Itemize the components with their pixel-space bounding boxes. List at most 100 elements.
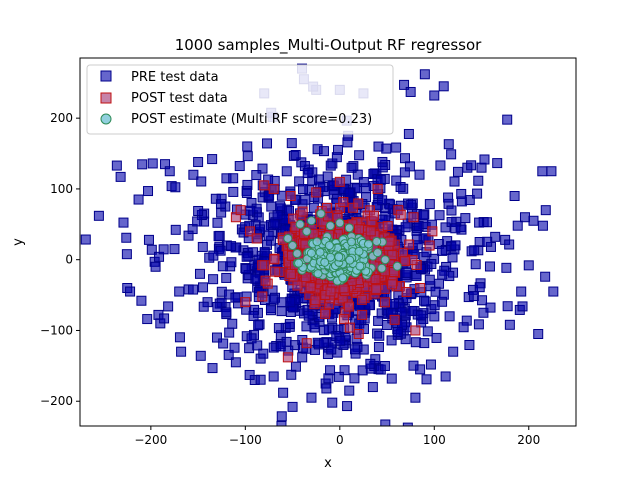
post-test-point — [310, 295, 321, 306]
pre-test-point — [352, 169, 363, 180]
pre-test-point — [265, 305, 276, 316]
pre-test-point — [227, 318, 238, 329]
pre-test-point — [479, 154, 490, 165]
post-estimate-point — [283, 233, 293, 243]
pre-test-point — [430, 286, 441, 297]
pre-test-point — [257, 163, 268, 174]
pre-test-point — [234, 161, 245, 172]
pre-test-point — [281, 166, 292, 177]
pre-test-point — [192, 216, 203, 227]
pre-test-point — [253, 212, 264, 223]
pre-test-point — [262, 138, 273, 149]
pre-test-point — [326, 344, 337, 355]
post-estimate-point — [373, 248, 383, 258]
pre-test-point — [115, 171, 126, 182]
post-test-point — [334, 176, 345, 187]
pre-test-point — [287, 401, 298, 412]
pre-test-point — [408, 360, 419, 371]
legend-box — [86, 64, 394, 135]
pre-test-point — [276, 190, 287, 201]
pre-test-point — [121, 249, 132, 260]
pre-test-point — [478, 307, 489, 318]
pre-test-point — [420, 296, 431, 307]
pre-test-point — [446, 149, 457, 160]
pre-test-point — [365, 358, 376, 369]
pre-test-point — [300, 194, 311, 205]
pre-test-point — [466, 160, 477, 171]
pre-test-point — [444, 311, 455, 322]
pre-test-point — [286, 138, 297, 149]
post-test-point — [370, 274, 381, 285]
pre-test-point — [443, 192, 454, 203]
pre-test-point — [460, 213, 471, 224]
pre-test-point — [425, 359, 436, 370]
pre-test-point — [147, 158, 158, 169]
pre-test-point — [438, 81, 449, 92]
post-test-point — [301, 338, 312, 349]
pre-test-point — [438, 289, 449, 300]
pre-test-point — [537, 166, 548, 177]
post-test-point — [251, 233, 262, 244]
post-test-point — [344, 322, 355, 333]
post-estimate-point — [355, 261, 365, 271]
pre-test-point — [391, 142, 402, 153]
legend-label-post: POST test data — [131, 91, 228, 106]
pre-test-point — [373, 342, 384, 353]
chart-title: 1000 samples_Multi-Output RF regressor — [175, 36, 482, 55]
post-estimate-point — [315, 247, 325, 257]
pre-test-point — [188, 169, 199, 180]
pre-test-point — [143, 186, 154, 197]
post-test-point — [353, 329, 364, 339]
post-test-point — [356, 294, 367, 305]
pre-test-point — [285, 296, 296, 307]
pre-test-point — [174, 332, 185, 343]
pre-test-point — [360, 183, 371, 194]
legend-marker-estimate — [100, 113, 112, 125]
pre-test-point — [509, 191, 520, 201]
pre-test-point — [198, 301, 209, 312]
pre-test-point — [470, 259, 481, 270]
post-test-point — [259, 180, 270, 191]
pre-test-point — [485, 302, 496, 313]
pre-test-point — [268, 294, 279, 305]
pre-test-point — [449, 176, 460, 187]
pre-test-point — [502, 114, 513, 125]
post-test-point — [311, 187, 322, 198]
y-tick-label: −100 — [40, 323, 73, 337]
post-test-point — [268, 183, 279, 194]
post-test-point — [369, 210, 380, 221]
pre-test-point — [136, 295, 147, 306]
pre-test-point — [163, 301, 174, 312]
pre-test-point — [452, 166, 463, 177]
pre-test-point — [447, 252, 458, 263]
pre-test-point — [379, 360, 390, 371]
post-test-point — [285, 191, 296, 201]
pre-test-point — [523, 260, 534, 271]
post-estimate-point — [338, 273, 348, 283]
post-estimate-point — [312, 237, 322, 247]
pre-test-point — [377, 195, 388, 206]
post-test-point — [398, 247, 409, 258]
post-estimate-point — [344, 223, 354, 233]
pre-test-point — [377, 162, 388, 173]
post-test-point — [338, 197, 349, 208]
pre-test-point — [474, 217, 485, 228]
post-test-point — [389, 314, 400, 325]
post-test-point — [365, 226, 376, 237]
pre-test-point — [183, 230, 194, 241]
pre-test-point — [309, 322, 320, 333]
pre-test-point — [474, 282, 485, 293]
pre-test-point — [223, 349, 234, 360]
pre-test-point — [546, 166, 557, 177]
pre-test-point — [435, 160, 446, 171]
pre-test-point — [158, 244, 169, 255]
pre-test-point — [424, 199, 435, 210]
pre-test-point — [512, 220, 523, 231]
post-estimate-point — [364, 239, 374, 249]
post-test-point — [257, 291, 268, 302]
pre-test-point — [230, 357, 241, 368]
pre-test-point — [278, 387, 289, 398]
post-estimate-point — [306, 216, 316, 226]
pre-test-point — [477, 295, 488, 306]
